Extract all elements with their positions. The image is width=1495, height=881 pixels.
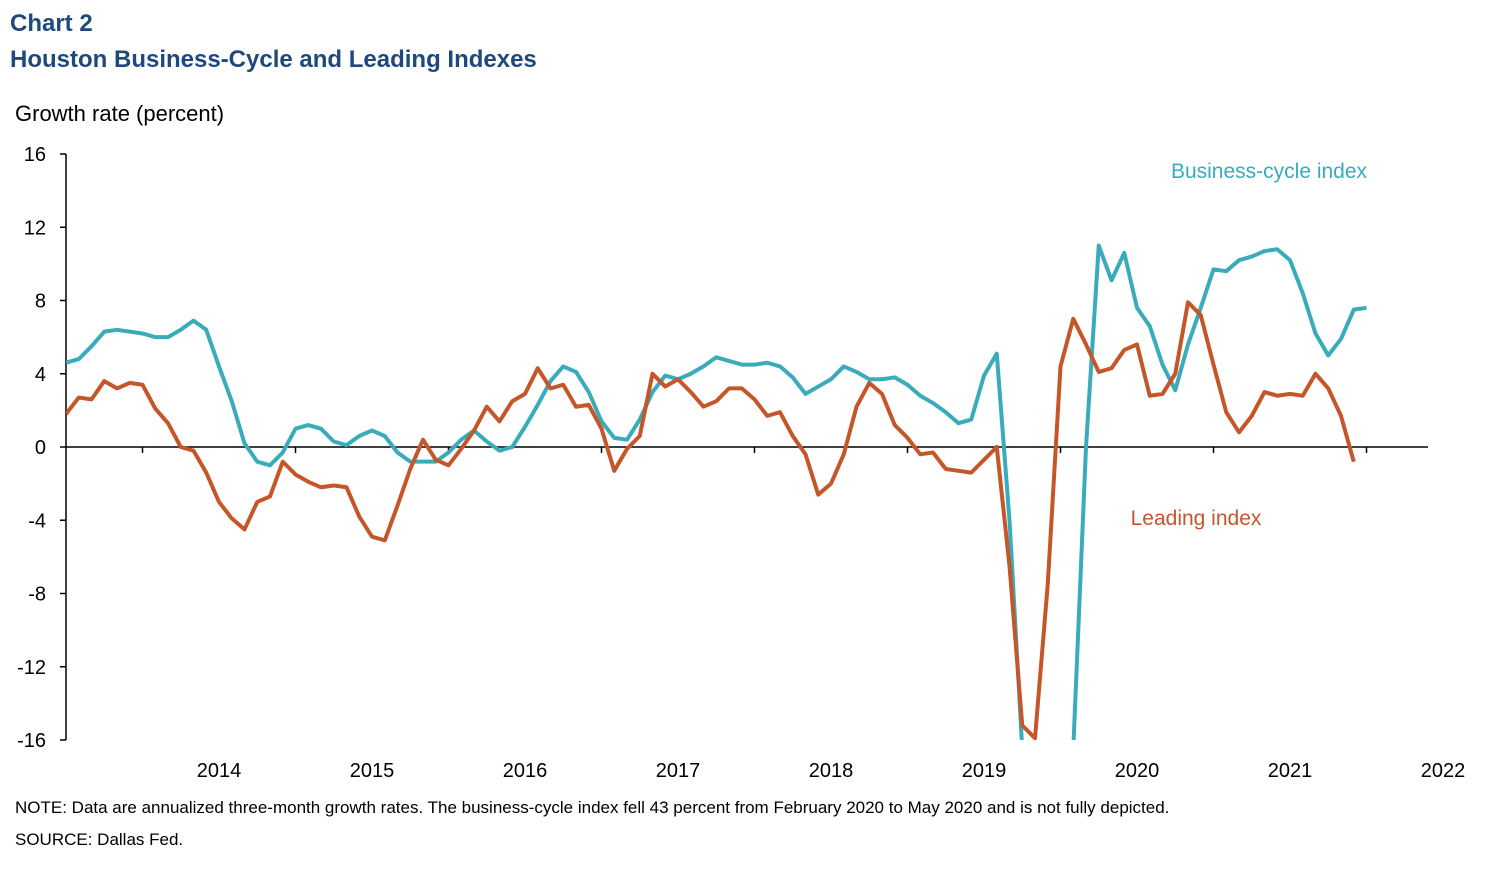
x-tick-label: 2015 bbox=[350, 760, 395, 782]
y-tick-label: 0 bbox=[35, 437, 46, 459]
y-tick-label: -12 bbox=[17, 657, 46, 679]
x-tick-label: 2016 bbox=[503, 760, 548, 782]
x-tick-label: 2022 bbox=[1421, 760, 1466, 782]
business-cycle-index-line bbox=[66, 243, 1367, 740]
x-tick-label: 2018 bbox=[809, 760, 854, 782]
y-tick-label: 8 bbox=[35, 291, 46, 313]
y-tick-label: 16 bbox=[24, 144, 46, 166]
y-axis-label: Growth rate (percent) bbox=[15, 101, 225, 126]
series-group bbox=[66, 243, 1367, 740]
y-tick-label: -4 bbox=[28, 510, 46, 532]
footnote: NOTE: Data are annualized three-month gr… bbox=[15, 798, 1170, 817]
leading-index-line bbox=[66, 300, 1356, 740]
source-note: SOURCE: Dallas Fed. bbox=[15, 830, 184, 849]
x-axis: 2014 2015 2016 2017 2018 2019 2020 2021 2022 bbox=[66, 446, 1466, 782]
y-tick-label: -16 bbox=[17, 730, 46, 752]
y-tick-label: 12 bbox=[24, 217, 46, 239]
y-tick-label: -8 bbox=[28, 584, 46, 606]
chart-label: Chart 2 bbox=[10, 10, 93, 37]
x-tick-label: 2020 bbox=[1115, 760, 1160, 782]
x-tick-label: 2017 bbox=[656, 760, 701, 782]
x-tick-label: 2021 bbox=[1268, 760, 1313, 782]
chart-title: Houston Business-Cycle and Leading Index… bbox=[10, 46, 537, 73]
x-tick-label: 2019 bbox=[962, 760, 1007, 782]
y-axis: 16 12 8 4 0 -4 -8 -12 -16 bbox=[17, 144, 67, 752]
annotations: Business-cycle index Leading index bbox=[1131, 160, 1368, 530]
business-cycle-index-annotation: Business-cycle index bbox=[1171, 160, 1368, 183]
y-tick-label: 4 bbox=[35, 364, 46, 386]
leading-index-annotation: Leading index bbox=[1131, 507, 1262, 530]
x-tick-label: 2014 bbox=[197, 760, 242, 782]
